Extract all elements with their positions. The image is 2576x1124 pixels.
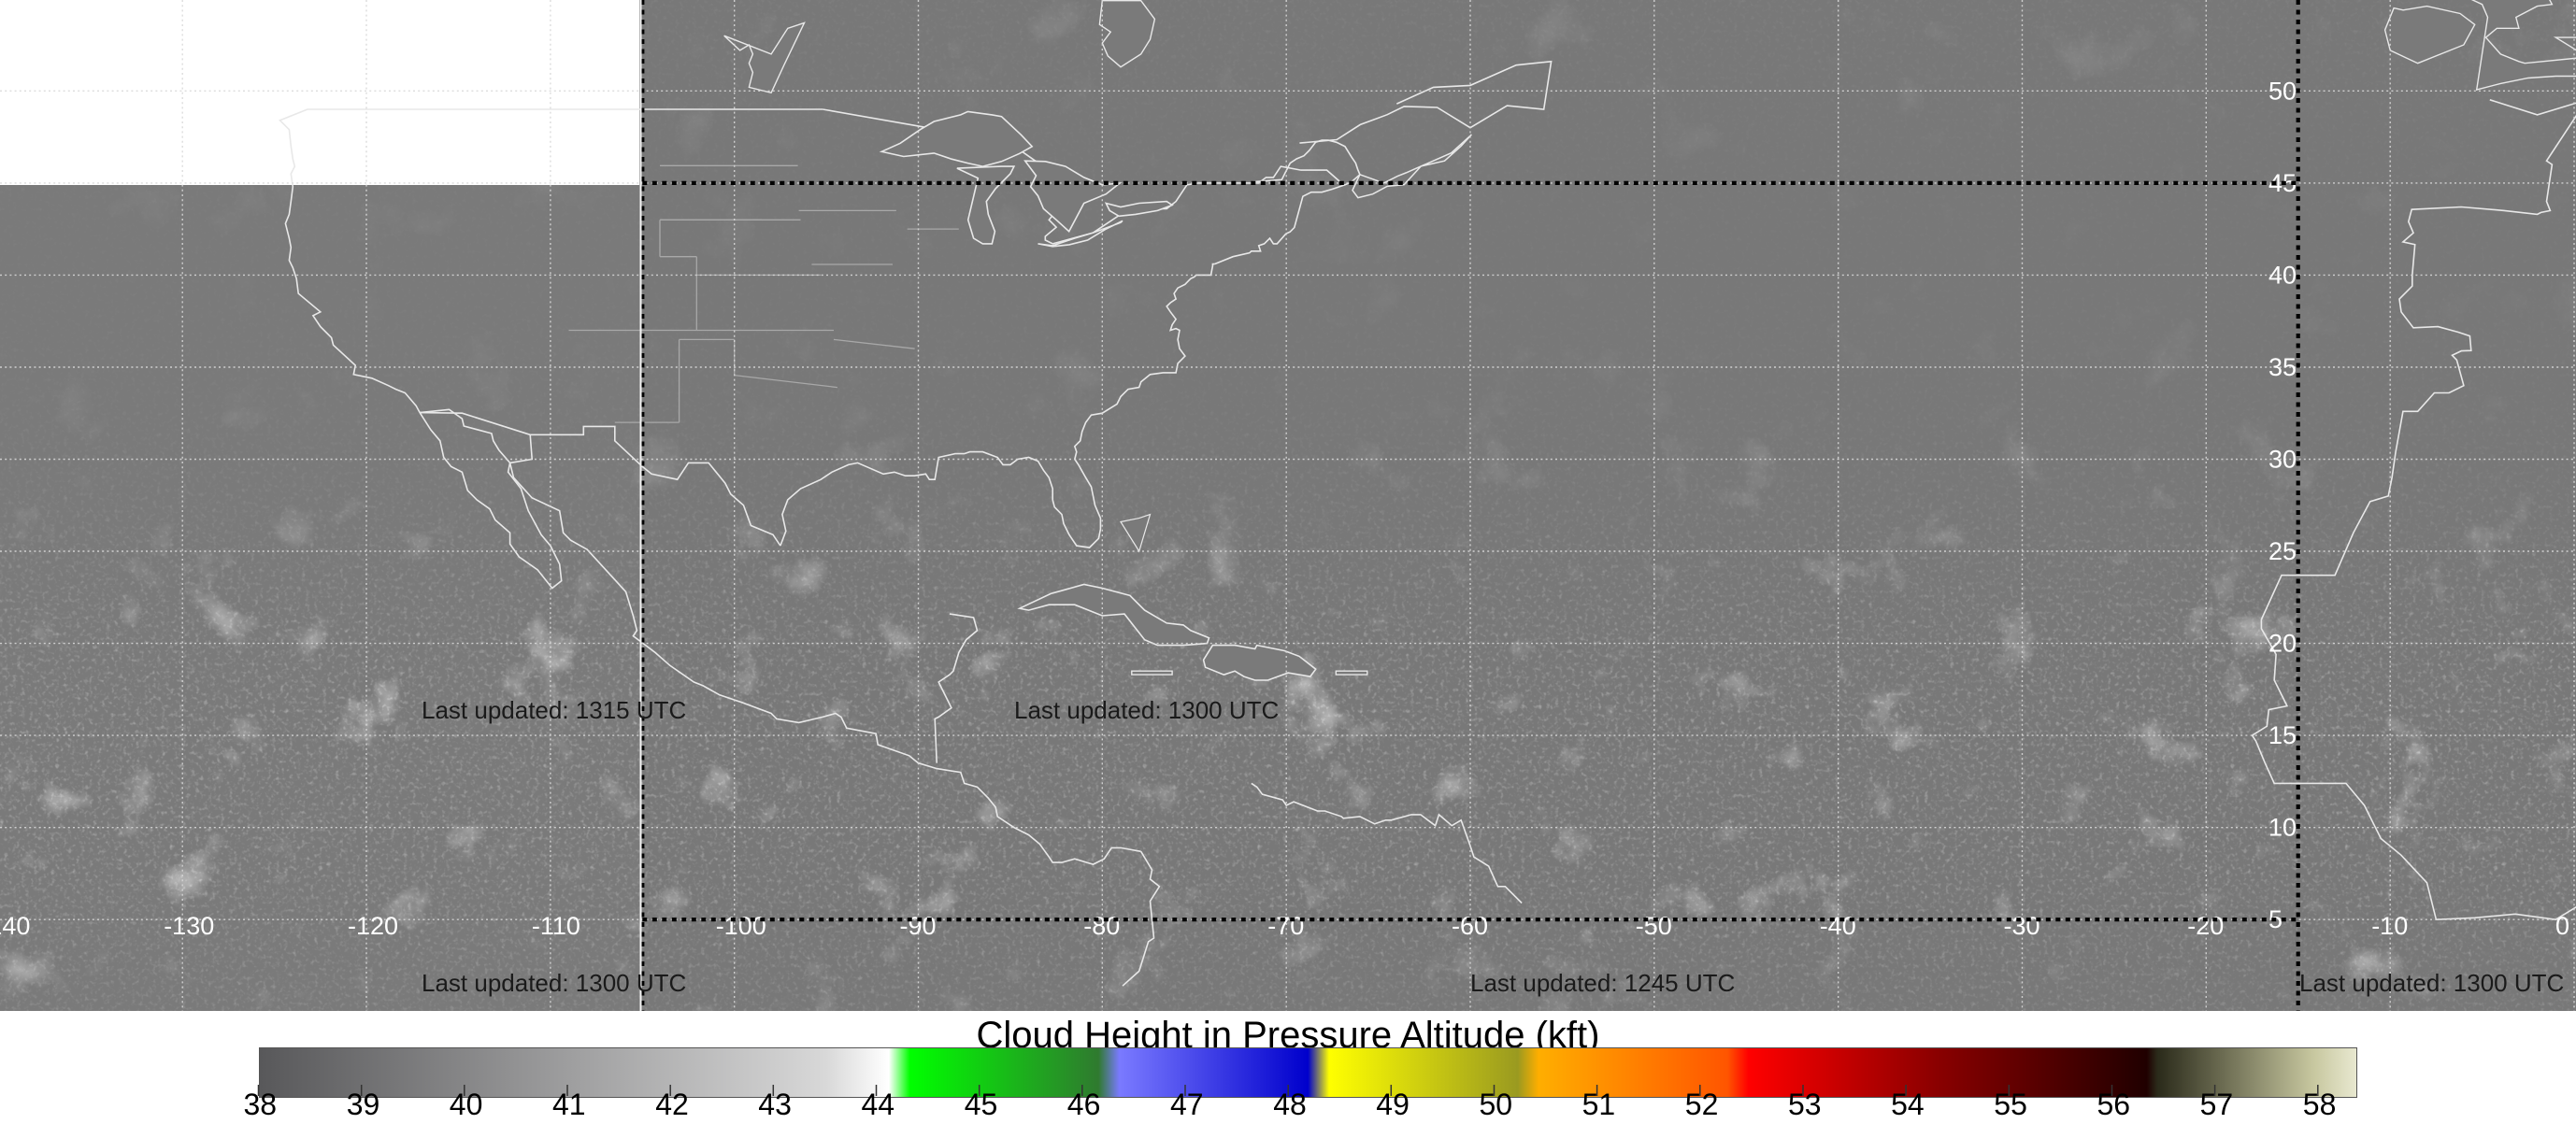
svg-text:15: 15 (2268, 721, 2297, 749)
svg-text:10: 10 (2268, 814, 2297, 842)
svg-text:56: 56 (2097, 1088, 2131, 1121)
svg-text:-30: -30 (2004, 912, 2040, 940)
svg-text:57: 57 (2200, 1088, 2234, 1121)
svg-text:25: 25 (2268, 537, 2297, 565)
svg-text:55: 55 (1994, 1088, 2027, 1121)
svg-text:35: 35 (2268, 353, 2297, 381)
svg-text:50: 50 (2268, 77, 2297, 105)
svg-text:-10: -10 (2371, 912, 2408, 940)
svg-text:0: 0 (2555, 912, 2569, 940)
svg-text:43: 43 (758, 1088, 792, 1121)
svg-text:-20: -20 (2187, 912, 2224, 940)
svg-text:40: 40 (2268, 261, 2297, 289)
svg-text:-50: -50 (1636, 912, 1672, 940)
svg-text:-70: -70 (1267, 912, 1304, 940)
svg-text:41: 41 (552, 1088, 586, 1121)
svg-text:50: 50 (1480, 1088, 1513, 1121)
svg-text:-140: -140 (0, 912, 30, 940)
svg-text:53: 53 (1788, 1088, 1822, 1121)
svg-text:45: 45 (965, 1088, 998, 1121)
svg-text:-90: -90 (900, 912, 937, 940)
svg-text:49: 49 (1376, 1088, 1410, 1121)
svg-text:-120: -120 (348, 912, 398, 940)
svg-text:40: 40 (450, 1088, 483, 1121)
svg-text:-80: -80 (1083, 912, 1120, 940)
svg-text:39: 39 (347, 1088, 380, 1121)
svg-text:20: 20 (2268, 630, 2297, 658)
svg-text:-60: -60 (1452, 912, 1488, 940)
svg-text:-100: -100 (716, 912, 766, 940)
svg-text:58: 58 (2303, 1088, 2337, 1121)
svg-text:54: 54 (1891, 1088, 1925, 1121)
svg-text:52: 52 (1685, 1088, 1719, 1121)
svg-text:-110: -110 (532, 912, 580, 940)
svg-text:30: 30 (2268, 446, 2297, 474)
svg-text:48: 48 (1273, 1088, 1307, 1121)
svg-text:46: 46 (1067, 1088, 1101, 1121)
svg-text:42: 42 (655, 1088, 689, 1121)
svg-text:44: 44 (862, 1088, 895, 1121)
svg-text:51: 51 (1582, 1088, 1616, 1121)
svg-text:47: 47 (1170, 1088, 1204, 1121)
svg-text:-40: -40 (1820, 912, 1856, 940)
svg-text:-130: -130 (164, 912, 214, 940)
svg-text:38: 38 (244, 1088, 278, 1121)
